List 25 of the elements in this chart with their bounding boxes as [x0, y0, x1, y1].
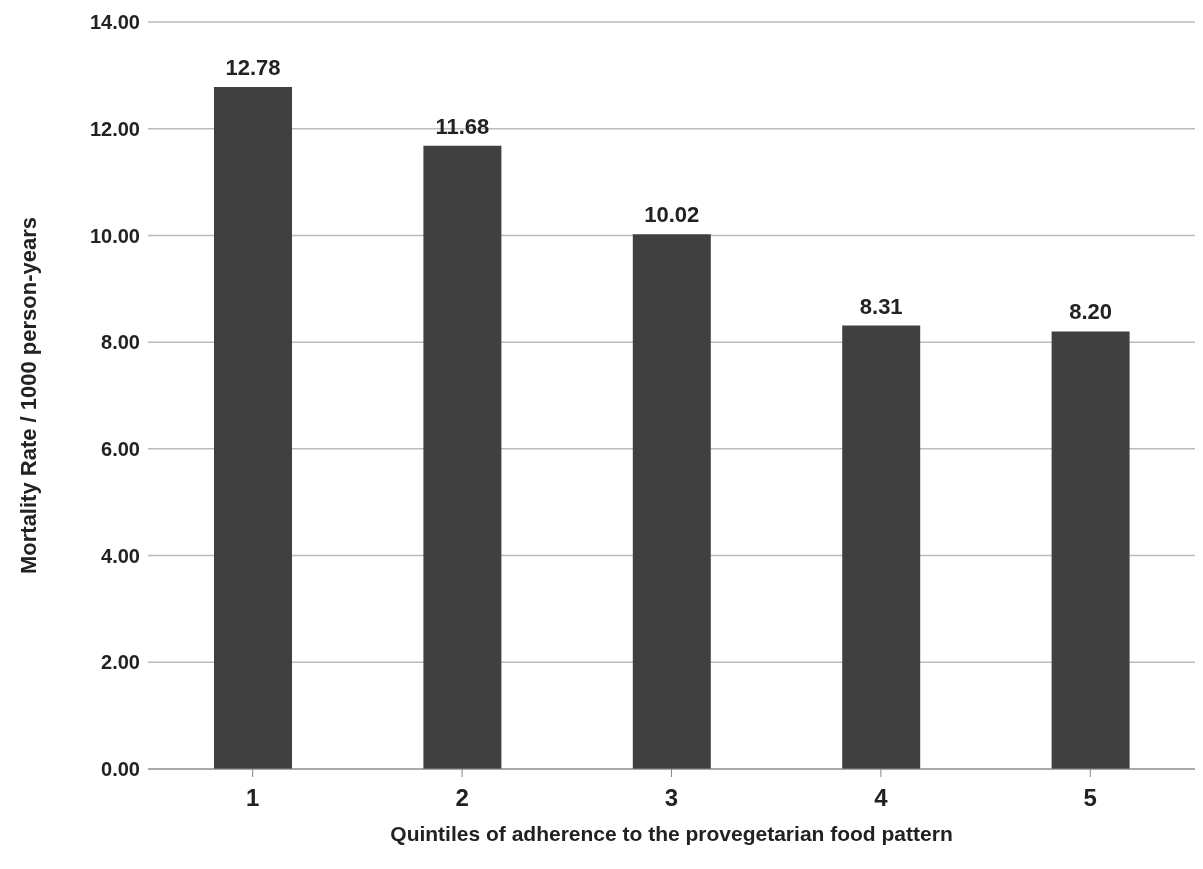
y-tick-label: 12.00 — [89, 117, 140, 140]
x-tick-label: 4 — [874, 784, 889, 812]
y-tick-label: 14.00 — [89, 11, 140, 34]
bar — [1051, 331, 1130, 769]
y-tick-label: 0.00 — [101, 758, 140, 781]
x-tick-label: 2 — [455, 784, 469, 812]
x-axis-title: Quintiles of adherence to the provegetarian food pattern — [390, 822, 953, 845]
bar — [214, 87, 292, 769]
data-label: 10.02 — [644, 202, 700, 228]
x-tick-label: 3 — [664, 784, 679, 812]
y-axis-title: Mortality Rate / 1000 person-years — [15, 216, 41, 575]
data-label: 11.68 — [435, 113, 490, 139]
y-tick-label: 10.00 — [89, 224, 140, 247]
data-label: 8.20 — [1069, 299, 1113, 325]
y-tick-label: 2.00 — [101, 651, 140, 674]
data-label: 12.78 — [225, 55, 281, 81]
bar — [632, 234, 711, 769]
x-tick-label: 5 — [1083, 784, 1097, 812]
y-tick-label: 8.00 — [101, 331, 140, 354]
bar — [423, 145, 502, 769]
data-label: 8.31 — [859, 293, 903, 319]
y-tick-label: 4.00 — [101, 544, 140, 567]
y-tick-label: 6.00 — [101, 437, 140, 460]
x-tick-label: 1 — [246, 784, 260, 812]
bar — [842, 325, 921, 769]
